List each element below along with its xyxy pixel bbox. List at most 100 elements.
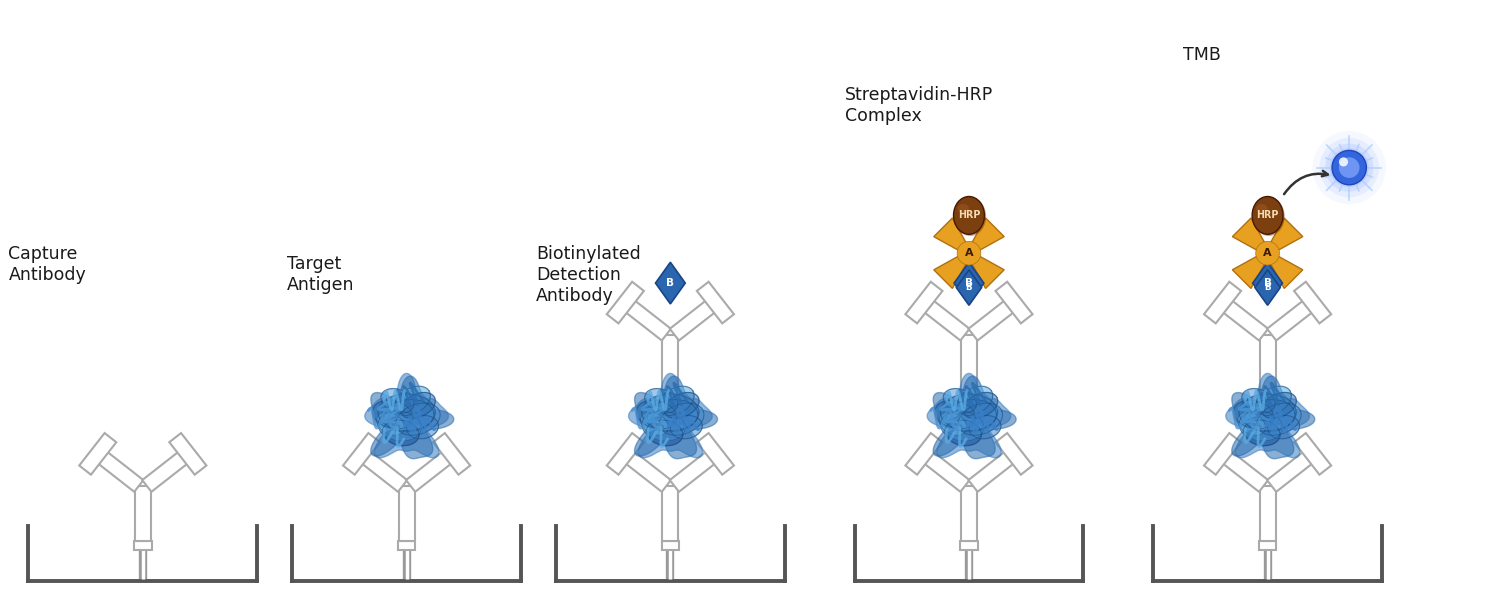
- Polygon shape: [636, 400, 676, 429]
- Ellipse shape: [954, 197, 984, 234]
- Bar: [1260, 535, 1275, 545]
- Polygon shape: [670, 451, 717, 492]
- Polygon shape: [1242, 389, 1275, 413]
- Polygon shape: [1239, 411, 1282, 441]
- Polygon shape: [957, 270, 981, 305]
- Polygon shape: [664, 392, 699, 418]
- Polygon shape: [96, 451, 144, 492]
- Polygon shape: [364, 373, 448, 458]
- Polygon shape: [384, 400, 433, 432]
- Polygon shape: [1257, 403, 1300, 435]
- Bar: [663, 335, 678, 389]
- Bar: [1258, 389, 1276, 399]
- Bar: [960, 389, 978, 399]
- Bar: [135, 486, 152, 541]
- Polygon shape: [922, 451, 969, 492]
- Polygon shape: [370, 376, 453, 459]
- Bar: [1258, 541, 1276, 550]
- Text: HRP: HRP: [958, 211, 980, 220]
- Polygon shape: [933, 376, 1016, 459]
- Polygon shape: [406, 451, 453, 492]
- Polygon shape: [939, 412, 968, 436]
- Circle shape: [1324, 143, 1374, 191]
- Polygon shape: [940, 411, 984, 441]
- Bar: [1260, 486, 1275, 541]
- Polygon shape: [608, 282, 644, 323]
- Polygon shape: [1294, 433, 1330, 475]
- Polygon shape: [1221, 299, 1268, 341]
- Polygon shape: [170, 433, 207, 475]
- Bar: [962, 535, 976, 545]
- Text: Streptavidin-HRP
Complex: Streptavidin-HRP Complex: [844, 86, 993, 125]
- Text: B: B: [1263, 278, 1272, 288]
- Bar: [662, 541, 680, 550]
- Polygon shape: [1233, 218, 1269, 255]
- Polygon shape: [954, 262, 984, 304]
- Polygon shape: [1238, 412, 1266, 436]
- Polygon shape: [381, 389, 414, 413]
- Circle shape: [1340, 157, 1348, 166]
- Polygon shape: [1245, 400, 1294, 432]
- Polygon shape: [946, 400, 996, 432]
- Bar: [399, 535, 414, 545]
- Polygon shape: [396, 403, 439, 435]
- Polygon shape: [648, 400, 698, 432]
- Polygon shape: [378, 411, 422, 441]
- Circle shape: [1330, 148, 1368, 187]
- Text: HRP: HRP: [1257, 211, 1280, 220]
- Polygon shape: [670, 416, 702, 439]
- Circle shape: [957, 241, 981, 265]
- Polygon shape: [645, 389, 678, 413]
- Ellipse shape: [1256, 204, 1268, 213]
- Polygon shape: [958, 403, 1002, 435]
- Polygon shape: [1268, 416, 1299, 439]
- Polygon shape: [698, 282, 734, 323]
- Polygon shape: [142, 451, 189, 492]
- Bar: [663, 486, 678, 541]
- Polygon shape: [969, 451, 1016, 492]
- Polygon shape: [378, 394, 435, 431]
- Ellipse shape: [1252, 197, 1286, 236]
- Polygon shape: [698, 433, 734, 475]
- Text: B: B: [666, 278, 675, 288]
- Polygon shape: [624, 451, 670, 492]
- Polygon shape: [1268, 451, 1314, 492]
- Polygon shape: [968, 251, 1004, 289]
- Ellipse shape: [954, 197, 986, 236]
- Text: Biotinylated
Detection
Antibody: Biotinylated Detection Antibody: [536, 245, 640, 305]
- Bar: [962, 486, 976, 541]
- Polygon shape: [1266, 218, 1304, 255]
- Polygon shape: [957, 386, 993, 415]
- Polygon shape: [969, 416, 1000, 439]
- Bar: [399, 486, 414, 541]
- Ellipse shape: [1252, 197, 1282, 234]
- Polygon shape: [634, 376, 717, 459]
- Bar: [960, 541, 978, 550]
- Polygon shape: [628, 373, 712, 458]
- Polygon shape: [906, 433, 942, 475]
- Text: Target
Antigen: Target Antigen: [286, 255, 354, 294]
- Polygon shape: [1266, 251, 1304, 289]
- Polygon shape: [1268, 299, 1314, 341]
- Circle shape: [1256, 241, 1280, 265]
- Polygon shape: [1232, 376, 1314, 459]
- Polygon shape: [608, 433, 644, 475]
- Circle shape: [1332, 151, 1366, 185]
- Polygon shape: [1252, 262, 1282, 304]
- Polygon shape: [642, 394, 699, 431]
- Polygon shape: [624, 299, 670, 341]
- Bar: [1260, 335, 1275, 389]
- Polygon shape: [642, 411, 686, 441]
- Polygon shape: [996, 433, 1032, 475]
- Polygon shape: [1226, 373, 1310, 458]
- Polygon shape: [996, 282, 1032, 323]
- Polygon shape: [963, 392, 998, 418]
- Polygon shape: [80, 433, 117, 475]
- Polygon shape: [406, 416, 438, 439]
- Bar: [962, 335, 976, 389]
- Polygon shape: [927, 373, 1011, 458]
- Polygon shape: [969, 299, 1016, 341]
- Text: Capture
Antibody: Capture Antibody: [9, 245, 86, 284]
- Polygon shape: [934, 251, 970, 289]
- Polygon shape: [640, 412, 668, 436]
